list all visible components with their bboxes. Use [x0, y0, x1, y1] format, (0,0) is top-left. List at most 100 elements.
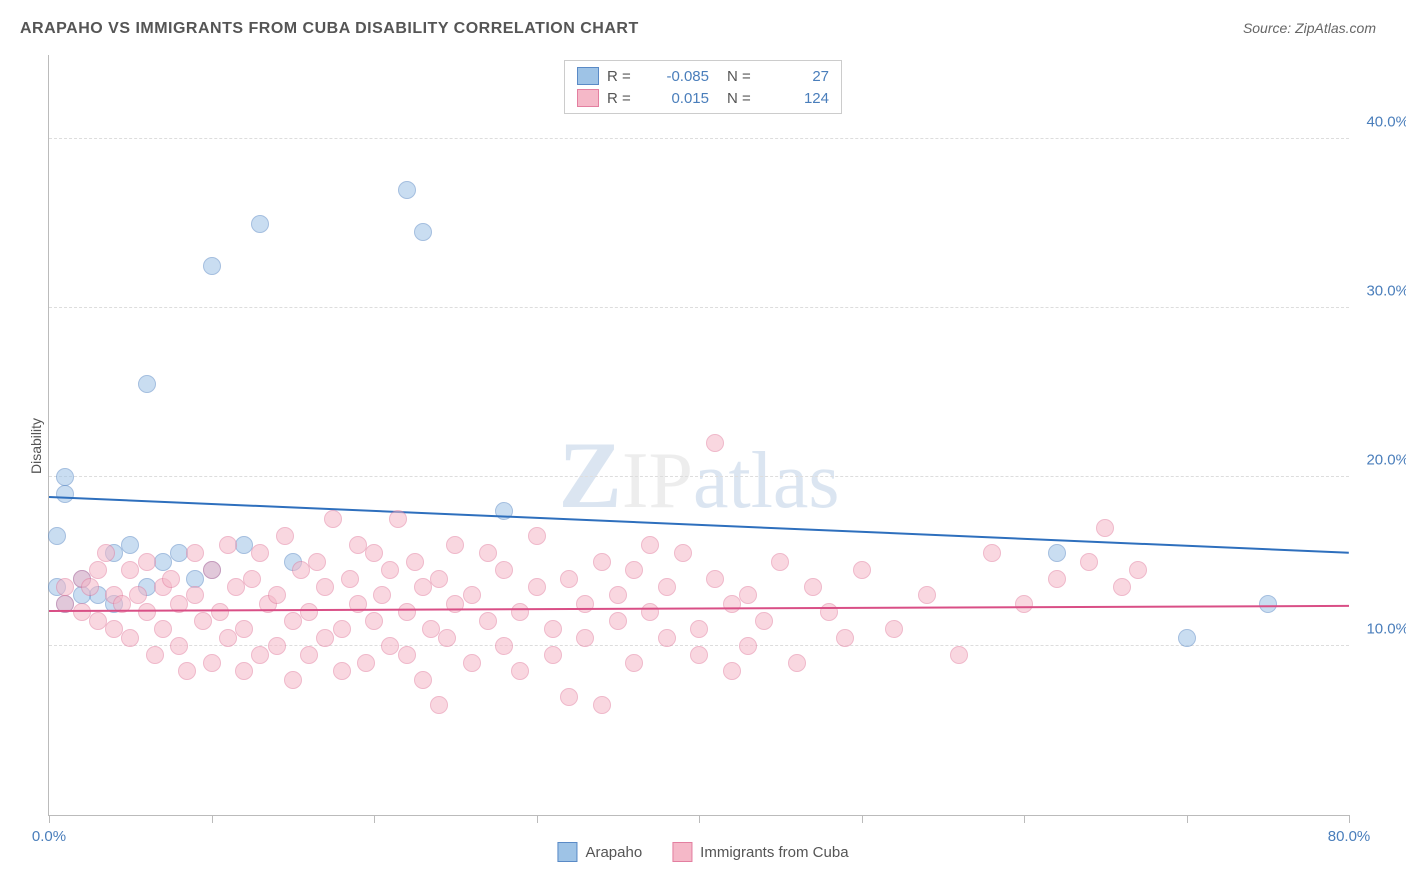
data-point [235, 662, 253, 680]
data-point [495, 637, 513, 655]
n-label: N = [727, 68, 763, 85]
data-point [528, 527, 546, 545]
data-point [333, 620, 351, 638]
y-axis-label: Disability [28, 418, 44, 474]
data-point [414, 671, 432, 689]
data-point [690, 646, 708, 664]
data-point [625, 561, 643, 579]
data-point [235, 620, 253, 638]
data-point [284, 612, 302, 630]
data-point [804, 578, 822, 596]
data-point [146, 646, 164, 664]
data-point [430, 570, 448, 588]
data-point [1015, 595, 1033, 613]
data-point [73, 603, 91, 621]
data-point [389, 510, 407, 528]
data-point [129, 586, 147, 604]
data-point [1178, 629, 1196, 647]
data-point [511, 603, 529, 621]
legend-item: Immigrants from Cuba [672, 842, 848, 862]
data-point [739, 586, 757, 604]
data-point [398, 181, 416, 199]
data-point [706, 434, 724, 452]
data-point [121, 536, 139, 554]
legend-item: Arapaho [557, 842, 642, 862]
plot-area: ZIPatlas 10.0%20.0%30.0%40.0%0.0%80.0% [48, 55, 1349, 816]
data-point [365, 544, 383, 562]
data-point [341, 570, 359, 588]
data-point [1048, 570, 1066, 588]
data-point [227, 578, 245, 596]
x-tick [699, 815, 700, 823]
x-tick [1187, 815, 1188, 823]
data-point [560, 570, 578, 588]
data-point [853, 561, 871, 579]
data-point [268, 586, 286, 604]
data-point [495, 561, 513, 579]
data-point [609, 612, 627, 630]
data-point [284, 671, 302, 689]
x-tick [212, 815, 213, 823]
y-tick-label: 20.0% [1366, 452, 1406, 469]
data-point [1259, 595, 1277, 613]
data-point [625, 654, 643, 672]
r-value: 0.015 [651, 90, 709, 107]
data-point [983, 544, 1001, 562]
data-point [251, 544, 269, 562]
data-point [154, 620, 172, 638]
data-point [1048, 544, 1066, 562]
data-point [81, 578, 99, 596]
r-value: -0.085 [651, 68, 709, 85]
data-point [365, 612, 383, 630]
data-point [544, 646, 562, 664]
data-point [446, 536, 464, 554]
data-point [324, 510, 342, 528]
data-point [739, 637, 757, 655]
data-point [398, 646, 416, 664]
data-point [203, 654, 221, 672]
data-point [292, 561, 310, 579]
x-tick-label: 0.0% [32, 828, 66, 845]
data-point [219, 536, 237, 554]
data-point [251, 646, 269, 664]
legend-row: R =-0.085N =27 [577, 65, 829, 87]
data-point [463, 586, 481, 604]
data-point [593, 696, 611, 714]
data-point [203, 561, 221, 579]
data-point [836, 629, 854, 647]
data-point [788, 654, 806, 672]
source-attribution: Source: ZipAtlas.com [1243, 20, 1376, 36]
watermark: ZIPatlas [558, 420, 839, 530]
data-point [690, 620, 708, 638]
data-point [755, 612, 773, 630]
data-point [479, 612, 497, 630]
n-value: 27 [771, 68, 829, 85]
data-point [544, 620, 562, 638]
correlation-legend: R =-0.085N =27R =0.015N =124 [564, 60, 842, 114]
data-point [479, 544, 497, 562]
legend-swatch [577, 89, 599, 107]
y-tick-label: 30.0% [1366, 283, 1406, 300]
data-point [414, 223, 432, 241]
data-point [641, 536, 659, 554]
data-point [1113, 578, 1131, 596]
data-point [723, 662, 741, 680]
data-point [121, 629, 139, 647]
data-point [406, 553, 424, 571]
x-tick [537, 815, 538, 823]
x-tick [862, 815, 863, 823]
data-point [170, 637, 188, 655]
data-point [723, 595, 741, 613]
legend-swatch [577, 67, 599, 85]
data-point [918, 586, 936, 604]
data-point [1129, 561, 1147, 579]
data-point [219, 629, 237, 647]
data-point [658, 578, 676, 596]
legend-row: R =0.015N =124 [577, 87, 829, 109]
data-point [178, 662, 196, 680]
series-legend: Arapaho Immigrants from Cuba [557, 842, 848, 862]
data-point [1096, 519, 1114, 537]
data-point [276, 527, 294, 545]
data-point [105, 620, 123, 638]
data-point [381, 561, 399, 579]
